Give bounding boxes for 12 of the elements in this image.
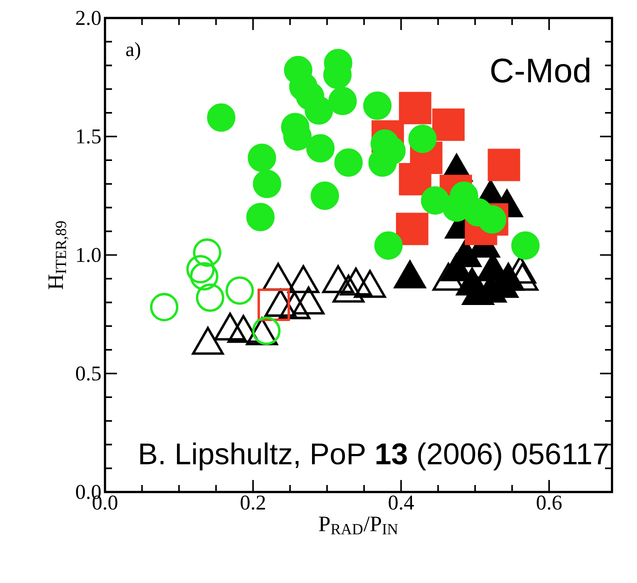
annotation: B. Lipshultz, PoP 13 (2006) 056117	[140, 442, 608, 470]
y-tick-label: 2.0	[76, 10, 101, 26]
x-tick-label: 0.4	[388, 496, 414, 510]
y-tick-label: 1.5	[77, 129, 101, 144]
x-tick-label: 0.6	[536, 496, 562, 510]
y-axis-title: H$_{ITER,89}$	[48, 221, 68, 290]
y-tick-label: 1.0	[77, 248, 101, 262]
annotation: C-Mod	[491, 58, 590, 83]
y-tick-label: 0.5	[76, 366, 101, 381]
annotation: a)	[126, 42, 140, 60]
x-tick-label: 0.2	[240, 496, 265, 510]
x-axis-title: P$_{RAD}$/P$_{IN}$	[318, 516, 398, 534]
